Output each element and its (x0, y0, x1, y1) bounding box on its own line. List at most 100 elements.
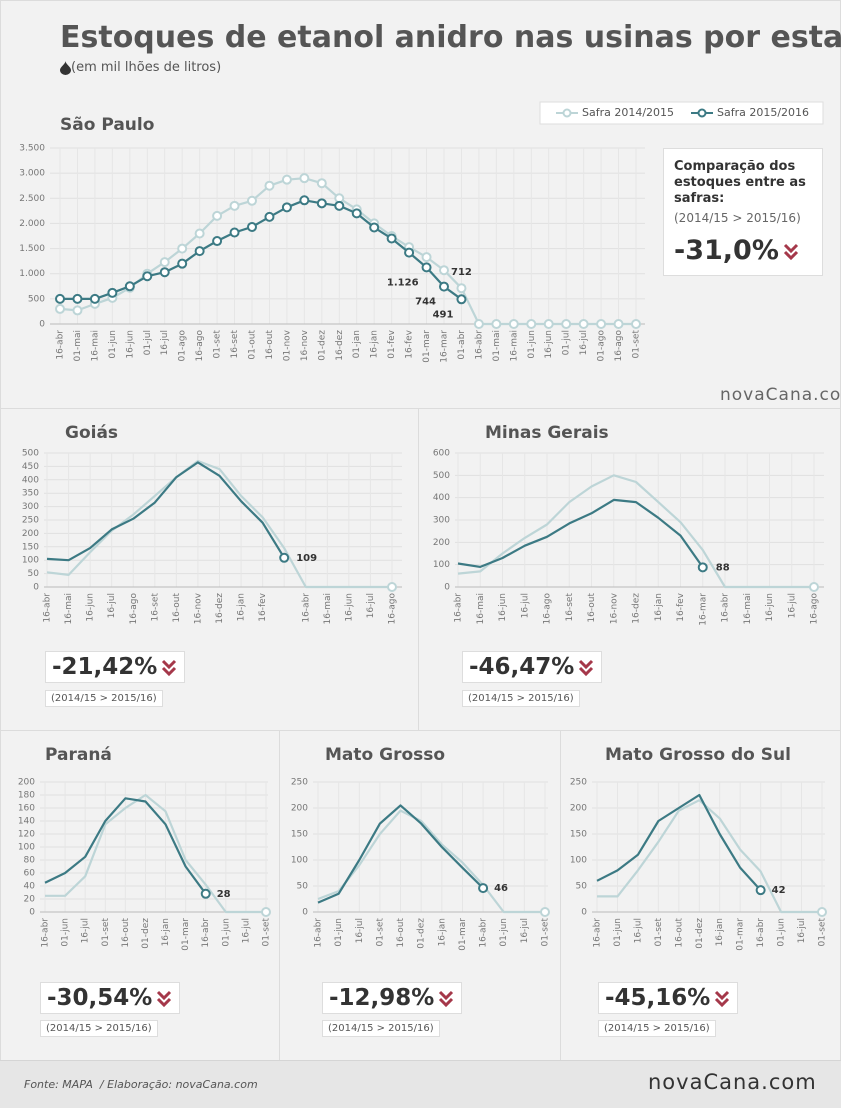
y-tick-label: 300 (22, 502, 39, 512)
x-tick-label: 01-jun (527, 330, 537, 359)
x-tick-label: 16-mai (509, 330, 519, 361)
chart-title: Mato Grosso do Sul (605, 745, 791, 765)
marker (55, 293, 65, 304)
marker (561, 319, 572, 329)
marker (508, 319, 519, 329)
marker (55, 303, 65, 314)
series-line (317, 809, 545, 914)
data-label: 744 (415, 297, 436, 308)
x-tick-label: 16-jun (765, 593, 775, 622)
x-tick-label: 16-jul (241, 918, 251, 943)
marker (247, 195, 257, 206)
x-tick-label: 01-nov (282, 329, 292, 361)
x-tick-label: 01-set (262, 918, 272, 947)
x-tick-label: 16-abr (474, 330, 484, 360)
y-tick-label: 100 (18, 843, 35, 853)
marker (631, 319, 641, 329)
x-tick-label: 01-jun (108, 330, 118, 359)
marker (478, 883, 489, 894)
marker (439, 281, 449, 292)
series-line (596, 793, 762, 891)
x-tick-label: 16-nov (609, 592, 619, 624)
x-tick-label: 01-set (101, 918, 111, 947)
marker (279, 552, 290, 563)
legend-marker (697, 108, 707, 118)
page-title: Estoques de etanol anidro nas usinas por… (60, 20, 841, 55)
marker (369, 222, 380, 233)
marker (526, 319, 537, 329)
x-tick-label: 16-set (565, 593, 575, 622)
marker (212, 236, 223, 247)
data-label: 491 (433, 309, 454, 320)
marker (697, 562, 708, 573)
down-icon (439, 990, 454, 1007)
x-tick-label: 16-abr (41, 918, 51, 948)
x-tick-label: 16-jun (125, 330, 135, 359)
y-tick-label: 2.000 (19, 219, 45, 229)
x-tick-label: 16-jan (715, 918, 725, 946)
y-tick-label: 20 (24, 895, 36, 905)
percent: -31,0% (674, 235, 779, 266)
y-tick-label: 500 (433, 471, 450, 481)
x-tick-label: 16-jun (498, 593, 508, 622)
data-label: 712 (451, 267, 472, 278)
x-tick-label: 01-jan (352, 330, 362, 358)
x-tick-label: 16-abr (593, 918, 603, 948)
y-tick-label: 120 (18, 830, 35, 840)
x-tick-label: 16-ago (614, 330, 624, 362)
marker (334, 200, 345, 211)
data-label: 28 (217, 889, 231, 900)
x-tick-label: 16-jul (579, 330, 589, 355)
y-tick-label: 100 (291, 856, 308, 866)
y-tick-label: 80 (24, 856, 36, 866)
x-tick-label: 01-mai (492, 330, 502, 361)
marker (299, 173, 310, 184)
comparison-value: -31,0% (674, 235, 812, 266)
x-tick-label: 01-fev (387, 329, 397, 358)
y-tick-label: 50 (297, 882, 309, 892)
comparison-note: (2014/15 > 2015/16) (322, 1020, 440, 1037)
legend: Safra 2014/2015 Safra 2015/2016 (539, 101, 824, 125)
y-tick-label: 500 (22, 449, 39, 459)
comparison-value: -21,42% (52, 654, 178, 680)
x-tick-label: 16-jan (654, 593, 664, 621)
x-tick-label: 16-out (587, 593, 597, 623)
data-label: 42 (772, 885, 786, 896)
series-line (45, 793, 266, 914)
x-tick-label: 16-ago (810, 593, 820, 625)
x-tick-label: 01-jun (777, 918, 787, 947)
y-tick-label: 100 (433, 560, 450, 570)
x-tick-label: 16-out (396, 918, 406, 948)
comparison-note: (2014/15 > 2015/16) (598, 1020, 716, 1037)
marker (386, 233, 397, 244)
comparison-value: -12,98% (329, 985, 455, 1011)
x-tick-label: 16-set (150, 593, 160, 622)
data-label: 109 (296, 553, 317, 564)
marker (229, 227, 240, 238)
x-tick-label: 01-dez (695, 918, 705, 949)
x-tick-label: 16-ago (543, 593, 553, 625)
logo: novaCana.com (720, 385, 841, 405)
percent: -12,98% (329, 985, 435, 1011)
y-tick-label: 500 (28, 294, 45, 304)
x-tick-label: 16-dez (215, 593, 225, 624)
x-tick-label: 16-jul (160, 330, 170, 355)
series-line (457, 474, 814, 589)
x-tick-label: 16-mai (64, 593, 74, 624)
marker (194, 246, 205, 257)
x-tick-label: 01-jun (613, 918, 623, 947)
x-tick-label: 01-set (632, 330, 642, 359)
marker (809, 582, 819, 592)
percent: -46,47% (469, 654, 575, 680)
marker (421, 252, 432, 263)
y-tick-label: 100 (570, 856, 587, 866)
x-tick-label: 16-jan (370, 330, 380, 358)
x-tick-label: 01-jun (499, 918, 509, 947)
x-tick-label: 01-jul (143, 330, 153, 355)
data-label: 46 (494, 883, 508, 894)
legend-box (539, 101, 824, 125)
x-tick-label: 16-mai (743, 593, 753, 624)
comparison-box: -12,98% (322, 982, 463, 1014)
x-tick-label: 01-set (541, 918, 551, 947)
x-tick-label: 16-mar (698, 593, 708, 626)
